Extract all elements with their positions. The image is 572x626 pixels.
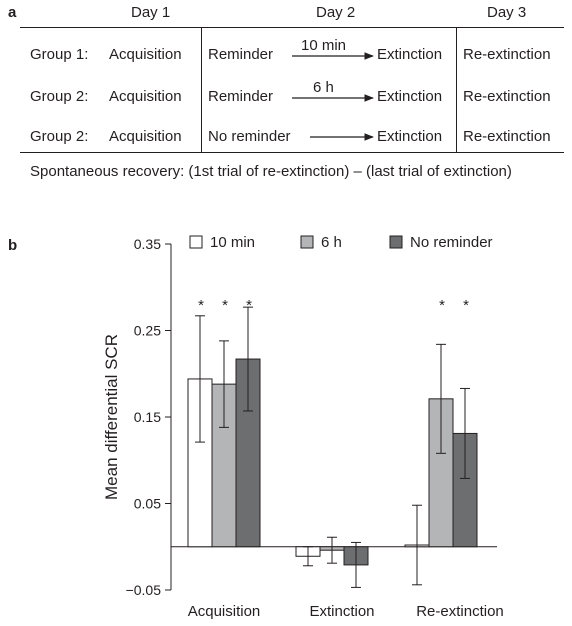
scr-bar-chart: 0.35 0.25 0.15 0.05 −0.05 Mean differential S… (102, 234, 504, 620)
day-1-header: Day 1 (131, 4, 171, 21)
significance-asterisk: * (439, 297, 445, 314)
row-2-interval: 6 h (313, 79, 334, 96)
row-2-day3: Re-extinction (463, 88, 551, 105)
legend-label: No reminder (410, 234, 493, 251)
y-tick-label: −0.05 (126, 582, 162, 598)
significance-asterisk: * (246, 297, 252, 314)
significance-asterisk: * (463, 297, 469, 314)
x-category-label: Acquisition (188, 603, 261, 620)
y-tick-label: 0.05 (134, 496, 161, 512)
legend-swatch (189, 235, 203, 249)
y-axis-label: Mean differential SCR (102, 334, 121, 500)
row-2-day1: Acquisition (109, 88, 182, 105)
y-tick-label: 0.25 (134, 323, 161, 339)
x-category-label: Re-extinction (416, 603, 504, 620)
x-category-label: Extinction (309, 603, 374, 620)
row-3-day2-end: Extinction (377, 128, 443, 145)
day-2-header: Day 2 (316, 4, 356, 21)
row-3-day1: Acquisition (109, 128, 182, 145)
legend-swatch (389, 235, 403, 249)
day1-day2-divider (201, 28, 202, 152)
row-1-day1: Acquisition (109, 46, 182, 63)
row-3-day3: Re-extinction (463, 128, 551, 145)
panel-a-arrows (292, 52, 374, 141)
row-1-day2-end: Extinction (377, 46, 443, 63)
panel-a-letter: a (8, 4, 17, 21)
row-3-group: Group 2: (30, 128, 89, 145)
y-tick-label: 0.35 (134, 236, 161, 252)
day-header-rule (20, 27, 564, 28)
row-1-group: Group 1: (30, 46, 89, 63)
spontaneous-recovery-footnote: Spontaneous recovery: (1st trial of re-e… (30, 163, 512, 180)
table-bottom-rule (20, 152, 564, 153)
legend-swatch (300, 235, 314, 249)
y-tick-label: 0.15 (134, 409, 161, 425)
panel-b-letter: b (8, 237, 18, 254)
day-3-header: Day 3 (487, 4, 527, 21)
row-1-day2: Reminder (208, 46, 274, 63)
legend-label: 10 min (210, 234, 255, 251)
row-3-day2: No reminder (208, 128, 291, 145)
row-2-day2: Reminder (208, 88, 274, 105)
legend-label: 6 h (321, 234, 342, 251)
row-1-interval: 10 min (301, 37, 347, 54)
row-2-group: Group 2: (30, 88, 89, 105)
day2-day3-divider (456, 28, 457, 152)
significance-asterisk: * (198, 297, 204, 314)
significance-asterisk: * (222, 297, 228, 314)
row-1-day3: Re-extinction (463, 46, 551, 63)
row-2-day2-end: Extinction (377, 88, 443, 105)
